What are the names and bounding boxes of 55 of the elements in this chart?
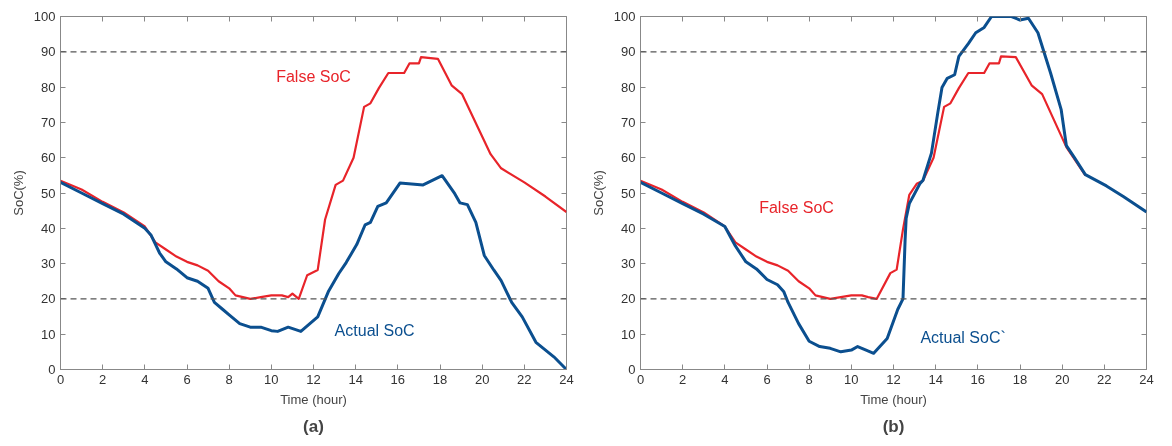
y-tick-label: 100 [613,9,636,24]
x-tick-label: 6 [183,371,191,387]
x-tick-label: 20 [1054,371,1070,387]
x-axis-title: Time (hour) [860,391,927,407]
x-tick-label: 18 [432,371,448,387]
y-tick-label: 60 [41,150,56,166]
y-tick-label: 50 [41,185,56,201]
x-tick-label: 14 [928,371,943,387]
x-tick-label: 6 [763,371,771,387]
x-tick-label: 8 [805,371,813,387]
x-tick-label: 4 [141,371,149,387]
y-tick-label: 30 [621,256,636,272]
series-label: Actual SoC` [920,329,1006,347]
y-tick-label: 60 [621,150,636,166]
y-tick-label: 80 [621,79,636,95]
x-tick-label: 22 [1097,371,1112,387]
x-axis-title: Time (hour) [280,391,347,407]
x-tick-label: 10 [844,371,859,387]
y-tick-label: 10 [41,326,56,342]
y-tick-label: 10 [621,326,636,342]
x-tick-label: 2 [679,371,687,387]
x-tick-label: 18 [1012,371,1028,387]
x-tick-label: 16 [390,371,406,387]
x-tick-label: 24 [559,371,574,387]
text: (a) [303,416,324,436]
y-tick-label: 70 [621,114,636,130]
y-tick-label: 90 [41,44,56,60]
text: (b) [882,416,905,436]
line-series [60,56,567,300]
x-tick-label: 16 [970,371,986,387]
x-tick-label: 20 [474,371,490,387]
y-tick-label: 50 [621,185,636,201]
x-tick-label: 22 [517,371,532,387]
y-axis-title: SoC(%) [10,170,26,216]
y-tick-label: 40 [621,220,636,236]
y-axis-title: SoC(%) [590,170,606,216]
x-tick-label: 14 [348,371,363,387]
x-tick-label: 10 [264,371,279,387]
x-tick-label: 24 [1139,371,1154,387]
text: False SoC [759,199,834,217]
y-tick-label: 20 [41,291,56,307]
x-tick-label: 12 [306,371,321,387]
x-tick-label: 8 [225,371,233,387]
y-tick-label: 20 [621,291,636,307]
y-tick-label: 90 [621,44,636,60]
y-tick-label: 40 [41,220,56,236]
y-tick-label: 70 [41,114,56,130]
x-tick-label: 4 [721,371,729,387]
y-tick-label: 30 [41,256,56,272]
series-label: Actual SoC [334,322,415,340]
x-tick-label: 12 [886,371,901,387]
y-tick-label: 100 [33,9,56,24]
x-tick-label: 2 [99,371,107,387]
series-label: False SoC [276,68,351,86]
y-tick-label: 80 [41,79,56,95]
